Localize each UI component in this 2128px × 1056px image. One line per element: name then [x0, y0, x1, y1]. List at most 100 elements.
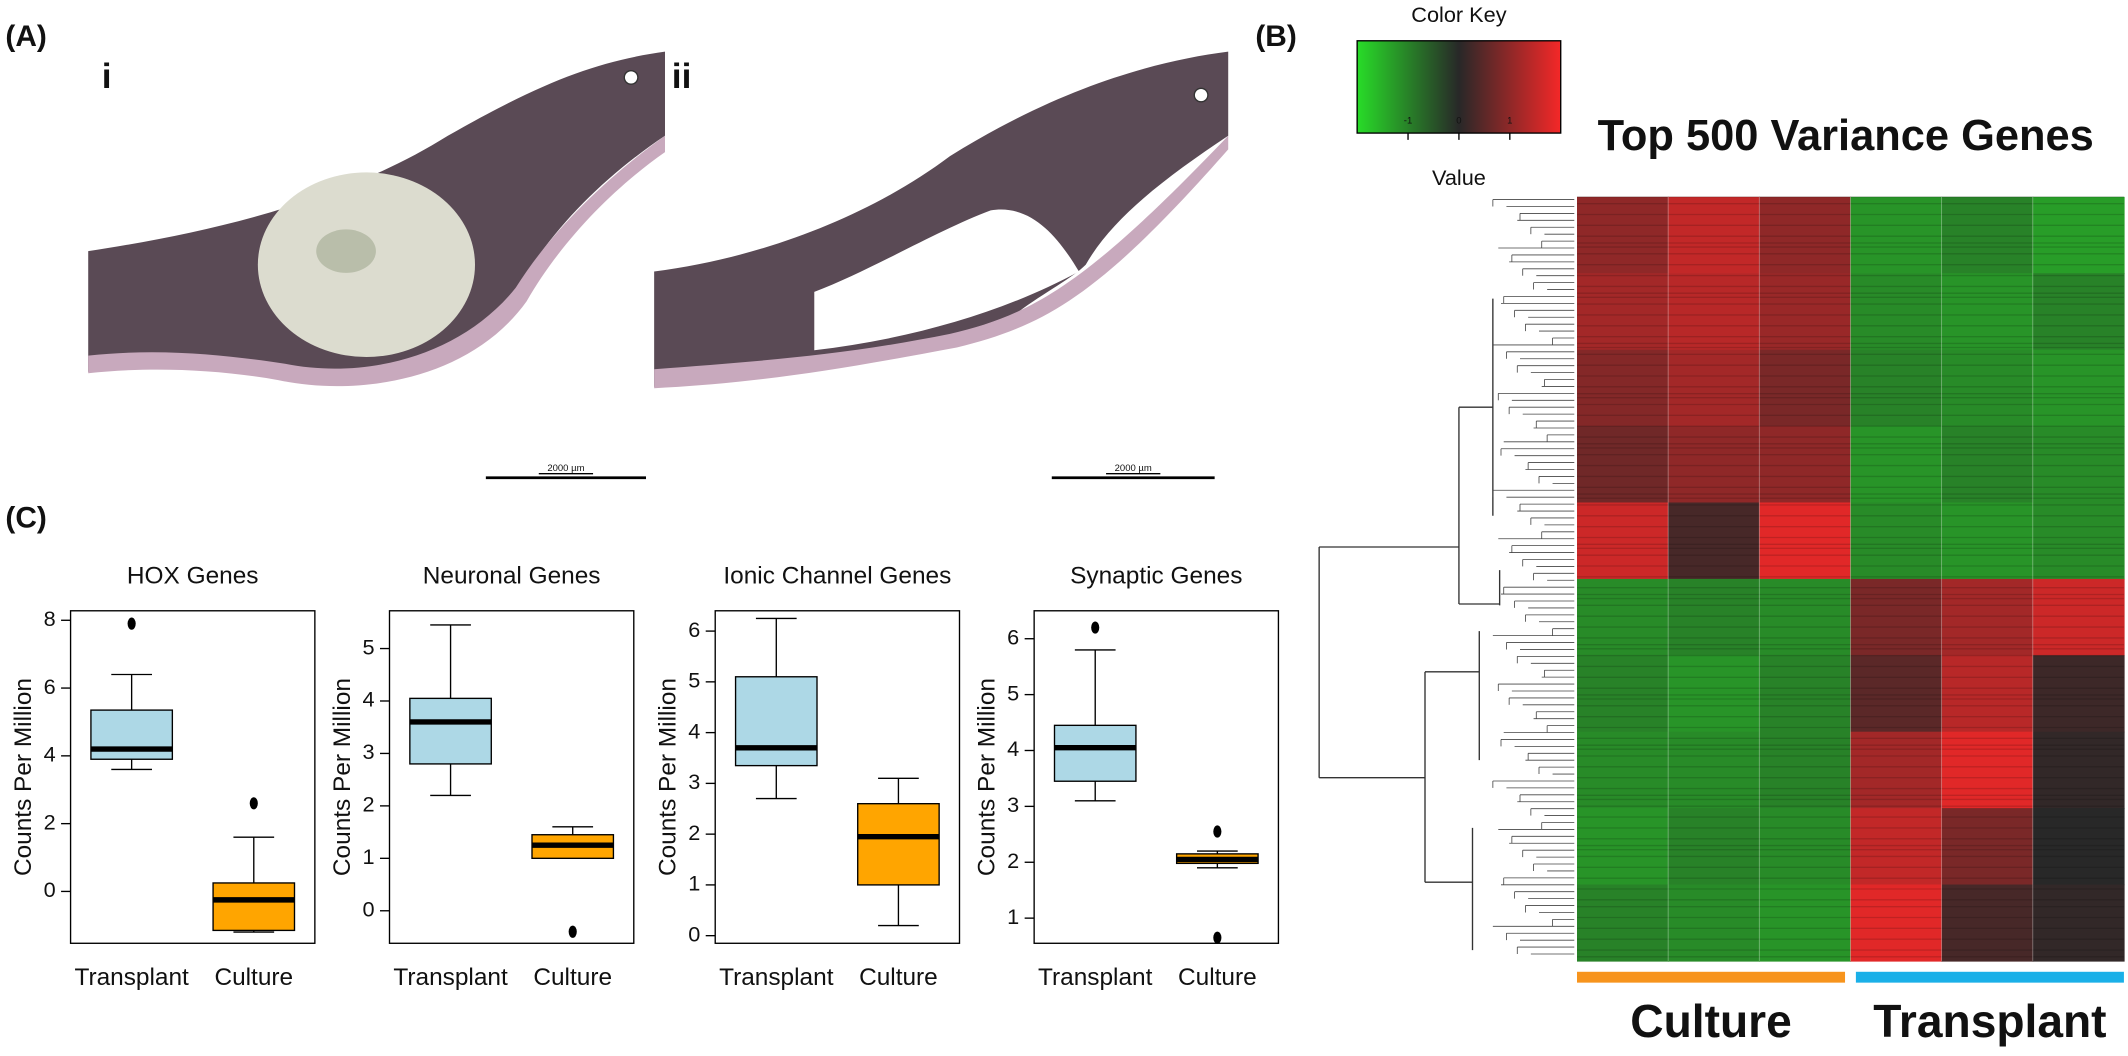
heatmap-cell: [2032, 273, 2125, 351]
y-tick-label: 8: [44, 606, 56, 631]
heatmap-cell: [1941, 196, 2034, 274]
heatmap-cell: [1850, 426, 1943, 504]
y-axis-label: Counts Per Million: [655, 678, 682, 876]
y-tick-label: 4: [1007, 736, 1019, 761]
heatmap-cell: [2032, 349, 2125, 427]
box: [409, 697, 492, 765]
y-tick-label: 3: [688, 769, 700, 794]
outlier: [1091, 621, 1100, 634]
x-tick-label: Culture: [214, 964, 293, 991]
heatmap-cell: [1668, 273, 1760, 351]
panel-label: (B): [1255, 20, 1296, 53]
outlier: [568, 925, 577, 938]
y-tick-label: 2: [688, 820, 700, 845]
x-tick-label: Culture: [533, 964, 612, 991]
outlier: [127, 617, 136, 630]
heatmap-cell: [1668, 578, 1760, 656]
box: [1053, 724, 1137, 782]
heatmap-cell: [1759, 808, 1852, 886]
heatmap-cell: [1941, 273, 2034, 351]
heatmap-cell: [1577, 502, 1669, 580]
heatmap-cell: [1850, 349, 1943, 427]
x-tick-label: Transplant: [74, 964, 189, 991]
heatmap-cell: [1941, 808, 2034, 886]
y-tick-label: 4: [688, 718, 700, 743]
y-tick-label: 0: [688, 921, 700, 946]
heatmap-cell: [1759, 502, 1852, 580]
y-tick-label: 3: [1007, 792, 1019, 817]
color-key: [1356, 40, 1562, 134]
y-tick-label: 1: [688, 871, 700, 896]
heatmap-cell: [1668, 655, 1760, 733]
group-bar: [1855, 971, 2124, 983]
plot-frame: [1033, 610, 1280, 944]
heatmap-cell: [1668, 349, 1760, 427]
heatmap-cell: [2032, 884, 2125, 962]
y-axis-label: Counts Per Million: [10, 678, 37, 876]
dendrogram: [1318, 199, 1575, 955]
box: [857, 803, 940, 886]
panel-label: (A): [5, 20, 46, 53]
chart-title: Top 500 Variance Genes: [1598, 112, 2094, 160]
color-key-tick-label: 1: [1507, 115, 1512, 126]
scale-bar-label: 2000 µm: [547, 463, 584, 474]
heatmap-cell: [1759, 731, 1852, 809]
heatmap-cell: [1668, 808, 1760, 886]
heatmap-cell: [1850, 196, 1943, 274]
heatmap-cell: [1941, 349, 2034, 427]
heatmap-cell: [1759, 349, 1852, 427]
heatmap-cell: [1577, 349, 1669, 427]
heatmap-cell: [2032, 196, 2125, 274]
group-label: Transplant: [1873, 995, 2106, 1047]
y-tick-label: 6: [1007, 624, 1019, 649]
heatmap-cell: [2032, 731, 2125, 809]
heatmap-cell: [2032, 808, 2125, 886]
heatmap-cell: [1668, 196, 1760, 274]
x-tick-label: Transplant: [1038, 964, 1153, 991]
chart-title: Synaptic Genes: [1070, 562, 1242, 589]
heatmap-cell: [1577, 655, 1669, 733]
x-tick-label: Culture: [859, 964, 938, 991]
y-tick-label: 1: [362, 844, 374, 869]
heatmap-cell: [1577, 426, 1669, 504]
x-tick-label: Culture: [1178, 964, 1257, 991]
color-key-tick-label: -1: [1404, 115, 1412, 126]
heatmap-cell: [1941, 426, 2034, 504]
y-tick-label: 6: [688, 617, 700, 642]
group-label: Culture: [1630, 995, 1791, 1047]
y-tick-label: 0: [44, 877, 56, 902]
micrograph: ii 2000 µm: [654, 51, 1229, 480]
heatmap-cell: [1850, 808, 1943, 886]
y-tick-label: 0: [362, 897, 374, 922]
micrograph-label: ii: [672, 57, 692, 96]
heatmap-cell: [1759, 578, 1852, 656]
x-tick-label: Transplant: [719, 964, 834, 991]
heatmap-cell: [1759, 426, 1852, 504]
micrograph-label: i: [102, 57, 112, 96]
outlier: [1213, 825, 1222, 838]
outlier: [249, 797, 258, 810]
heatmap-cell: [1759, 884, 1852, 962]
chart-title: HOX Genes: [127, 562, 259, 589]
heatmap-cell: [1759, 196, 1852, 274]
heatmap-cell: [1850, 273, 1943, 351]
plot-frame: [69, 610, 316, 944]
heatmap-cell: [1850, 578, 1943, 656]
box: [212, 882, 296, 932]
heatmap-cell: [1941, 655, 2034, 733]
y-axis-label: Counts Per Million: [329, 678, 356, 876]
y-tick-label: 5: [1007, 680, 1019, 705]
heatmap-cell: [1577, 273, 1669, 351]
heatmap-cell: [1850, 655, 1943, 733]
heatmap-cell: [1577, 884, 1669, 962]
heatmap-cell: [1850, 884, 1943, 962]
heatmap-cell: [1668, 731, 1760, 809]
y-tick-label: 2: [44, 809, 56, 834]
heatmap-cell: [1577, 808, 1669, 886]
y-tick-label: 1: [1007, 904, 1019, 929]
scale-bar-label: 2000 µm: [1115, 463, 1152, 474]
plot-frame: [714, 610, 961, 944]
heatmap-cell: [1577, 731, 1669, 809]
y-tick-label: 4: [44, 742, 56, 767]
